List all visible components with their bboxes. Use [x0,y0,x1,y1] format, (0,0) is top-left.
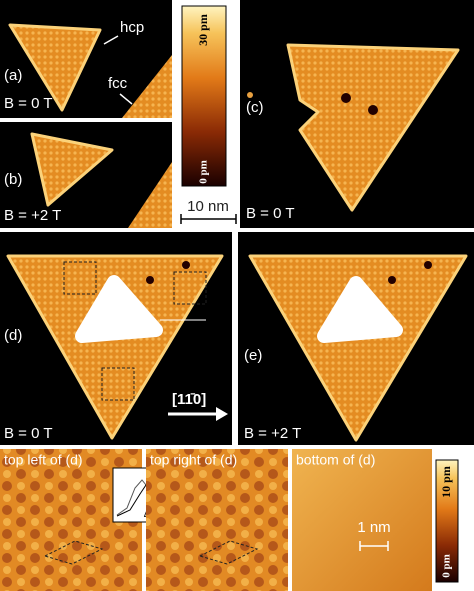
zoom-title: top right of (d) [150,452,237,468]
arrow [103,35,119,45]
fcc-region [122,55,172,118]
colorbar-max: 30 pm [196,14,210,46]
annotation: fcc [108,75,128,92]
field-label: B = 0 T [4,425,53,442]
field-label: B = 0 T [4,95,53,112]
colorbar [181,5,227,187]
panel-label: (e) [244,347,262,364]
defect [341,93,351,103]
zoom-image [146,449,288,591]
field-label: B = 0 T [246,205,295,222]
zoom-image [292,449,432,591]
colorbar-min: 0 pm [198,160,210,184]
defect [182,261,190,269]
defect [368,105,378,115]
zoom-title: top left of (d) [4,452,83,468]
island [30,132,114,207]
island [8,23,102,112]
scale-label: 10 nm [187,198,229,215]
unit-cell [43,540,104,565]
field-label: B = +2 T [244,425,301,442]
island [6,254,224,440]
island [286,43,460,212]
panel-label: (d) [4,327,22,344]
annotation: hcp [120,19,144,36]
zoom-box [101,367,135,401]
colorbar-min: 0 pm [441,554,453,578]
scale-bar [180,214,237,224]
island [248,254,468,442]
fcc-region [128,162,172,228]
arrow-head [216,407,228,421]
adatom [247,92,253,98]
defect [388,276,396,284]
scale-bar [359,541,389,551]
colorbar [435,459,459,583]
center-cluster [75,275,163,343]
direction-label: [11̄0] [172,391,206,408]
panel-label: (b) [4,171,22,188]
arrow [119,93,133,105]
zoom-box [173,271,207,305]
defect [424,261,432,269]
unit-cell [198,540,259,565]
colorbar-max: 10 pm [439,466,453,498]
center-cluster [317,276,403,343]
panel-label: (a) [4,67,22,84]
panel-label: (c) [246,99,264,116]
field-label: B = +2 T [4,207,61,224]
zoom-title: bottom of (d) [296,452,375,468]
defect [146,276,154,284]
scale-label: 1 nm [357,519,390,536]
zoom-box [63,261,97,295]
